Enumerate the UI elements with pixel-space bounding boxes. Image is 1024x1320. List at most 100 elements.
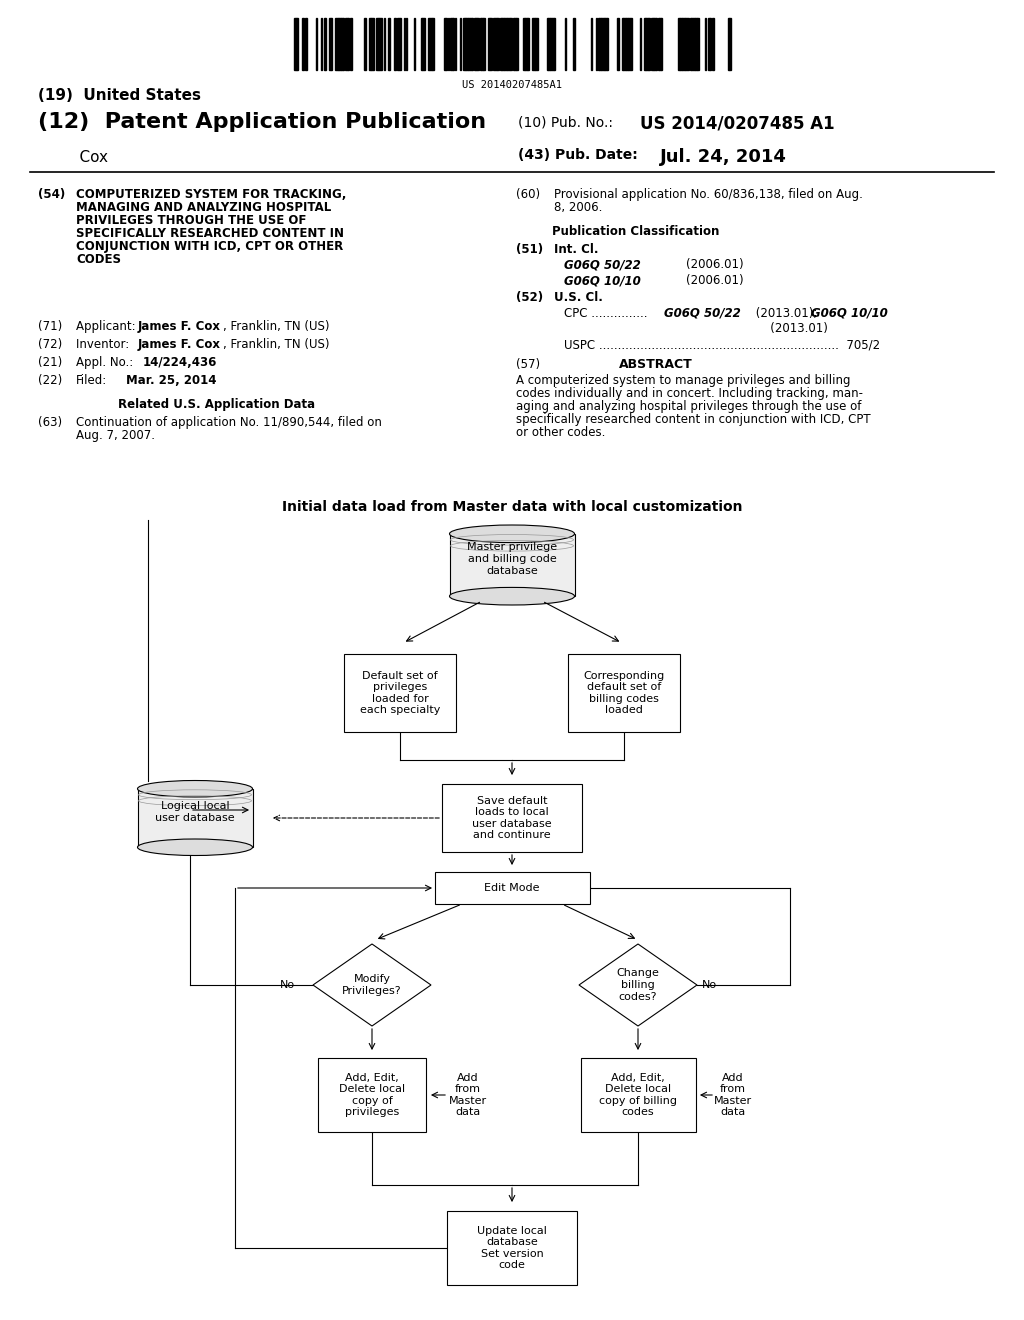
Bar bbox=[550, 18, 554, 70]
Bar bbox=[364, 18, 366, 70]
Text: Applicant:: Applicant: bbox=[76, 319, 139, 333]
Text: specifically researched content in conjunction with ICD, CPT: specifically researched content in conju… bbox=[516, 413, 870, 426]
Text: U.S. Cl.: U.S. Cl. bbox=[554, 290, 603, 304]
Bar bbox=[682, 18, 685, 70]
Bar bbox=[568, 653, 680, 733]
Bar bbox=[628, 18, 632, 70]
Ellipse shape bbox=[137, 840, 253, 855]
Bar bbox=[376, 18, 378, 70]
Text: US 20140207485A1: US 20140207485A1 bbox=[462, 81, 562, 90]
Text: Continuation of application No. 11/890,544, filed on: Continuation of application No. 11/890,5… bbox=[76, 416, 382, 429]
Text: No: No bbox=[702, 979, 717, 990]
Text: CODES: CODES bbox=[76, 253, 121, 267]
Bar bbox=[350, 18, 352, 70]
Bar bbox=[450, 533, 574, 597]
Bar bbox=[678, 18, 680, 70]
Bar bbox=[428, 18, 432, 70]
Text: Change
billing
codes?: Change billing codes? bbox=[616, 969, 659, 1002]
Bar bbox=[481, 18, 483, 70]
Bar bbox=[599, 18, 601, 70]
Bar bbox=[617, 18, 618, 70]
Bar bbox=[680, 18, 682, 70]
Bar bbox=[712, 18, 714, 70]
Text: Add, Edit,
Delete local
copy of
privileges: Add, Edit, Delete local copy of privileg… bbox=[339, 1073, 406, 1118]
Bar bbox=[504, 18, 507, 70]
Bar bbox=[379, 18, 382, 70]
Bar bbox=[394, 18, 396, 70]
Text: Related U.S. Application Data: Related U.S. Application Data bbox=[118, 399, 315, 411]
Text: , Franklin, TN (US): , Franklin, TN (US) bbox=[223, 338, 330, 351]
Bar bbox=[626, 18, 628, 70]
Text: Mar. 25, 2014: Mar. 25, 2014 bbox=[126, 374, 216, 387]
Ellipse shape bbox=[450, 525, 574, 543]
Text: (54): (54) bbox=[38, 187, 66, 201]
Bar bbox=[493, 18, 497, 70]
Text: (2006.01): (2006.01) bbox=[686, 275, 743, 286]
Text: (2013.01): (2013.01) bbox=[564, 322, 827, 335]
Text: Appl. No.:: Appl. No.: bbox=[76, 356, 137, 370]
Bar bbox=[137, 789, 253, 847]
Text: SPECIFICALLY RESEARCHED CONTENT IN: SPECIFICALLY RESEARCHED CONTENT IN bbox=[76, 227, 344, 240]
Text: (63): (63) bbox=[38, 416, 62, 429]
Bar bbox=[345, 18, 348, 70]
Bar bbox=[318, 1059, 426, 1133]
Text: Logical local
user database: Logical local user database bbox=[156, 801, 234, 822]
Text: Save default
loads to local
user database
and continure: Save default loads to local user databas… bbox=[472, 796, 552, 841]
Text: (10) Pub. No.:: (10) Pub. No.: bbox=[518, 115, 613, 129]
Bar bbox=[525, 18, 527, 70]
Text: Aug. 7, 2007.: Aug. 7, 2007. bbox=[76, 429, 155, 442]
Text: (57): (57) bbox=[516, 358, 540, 371]
Bar bbox=[605, 18, 607, 70]
Text: Jul. 24, 2014: Jul. 24, 2014 bbox=[660, 148, 786, 166]
Bar bbox=[335, 18, 338, 70]
Bar bbox=[654, 18, 656, 70]
Bar bbox=[685, 18, 689, 70]
Bar bbox=[548, 18, 550, 70]
Text: Default set of
privileges
loaded for
each specialty: Default set of privileges loaded for eac… bbox=[359, 671, 440, 715]
Bar bbox=[651, 18, 653, 70]
Bar bbox=[434, 873, 590, 904]
Text: MANAGING AND ANALYZING HOSPITAL: MANAGING AND ANALYZING HOSPITAL bbox=[76, 201, 331, 214]
Text: ABSTRACT: ABSTRACT bbox=[620, 358, 693, 371]
Text: (2006.01): (2006.01) bbox=[686, 257, 743, 271]
Bar bbox=[532, 18, 535, 70]
Text: Add
from
Master
data: Add from Master data bbox=[714, 1073, 752, 1118]
Ellipse shape bbox=[450, 587, 574, 605]
Bar bbox=[344, 653, 456, 733]
Polygon shape bbox=[579, 944, 697, 1026]
Text: (72): (72) bbox=[38, 338, 62, 351]
Bar bbox=[329, 18, 331, 70]
Text: Inventor:: Inventor: bbox=[76, 338, 137, 351]
Text: G06Q 50/22: G06Q 50/22 bbox=[664, 308, 740, 319]
Text: (52): (52) bbox=[516, 290, 543, 304]
Text: James F. Cox: James F. Cox bbox=[138, 338, 221, 351]
Text: (12)  Patent Application Publication: (12) Patent Application Publication bbox=[38, 112, 486, 132]
Text: (2013.01);: (2013.01); bbox=[752, 308, 821, 319]
Bar bbox=[507, 18, 510, 70]
Text: No: No bbox=[280, 979, 295, 990]
Bar bbox=[444, 18, 447, 70]
Bar bbox=[371, 18, 374, 70]
Text: CONJUNCTION WITH ICD, CPT OR OTHER: CONJUNCTION WITH ICD, CPT OR OTHER bbox=[76, 240, 343, 253]
Text: (60): (60) bbox=[516, 187, 540, 201]
Bar bbox=[305, 18, 307, 70]
Text: codes individually and in concert. Including tracking, man-: codes individually and in concert. Inclu… bbox=[516, 387, 863, 400]
Text: Filed:: Filed: bbox=[76, 374, 108, 387]
Text: G06Q 10/10: G06Q 10/10 bbox=[564, 275, 641, 286]
Bar bbox=[466, 18, 468, 70]
Text: (43) Pub. Date:: (43) Pub. Date: bbox=[518, 148, 638, 162]
Bar bbox=[535, 18, 538, 70]
Bar bbox=[302, 18, 304, 70]
Text: Edit Mode: Edit Mode bbox=[484, 883, 540, 894]
Text: Publication Classification: Publication Classification bbox=[552, 224, 720, 238]
Text: 8, 2006.: 8, 2006. bbox=[554, 201, 602, 214]
Bar bbox=[463, 18, 465, 70]
Text: 14/224,436: 14/224,436 bbox=[143, 356, 217, 370]
Text: COMPUTERIZED SYSTEM FOR TRACKING,: COMPUTERIZED SYSTEM FOR TRACKING, bbox=[76, 187, 346, 201]
Bar bbox=[581, 1059, 695, 1133]
Bar bbox=[646, 18, 648, 70]
Bar bbox=[341, 18, 343, 70]
Bar bbox=[432, 18, 434, 70]
Bar bbox=[691, 18, 695, 70]
Bar bbox=[659, 18, 662, 70]
